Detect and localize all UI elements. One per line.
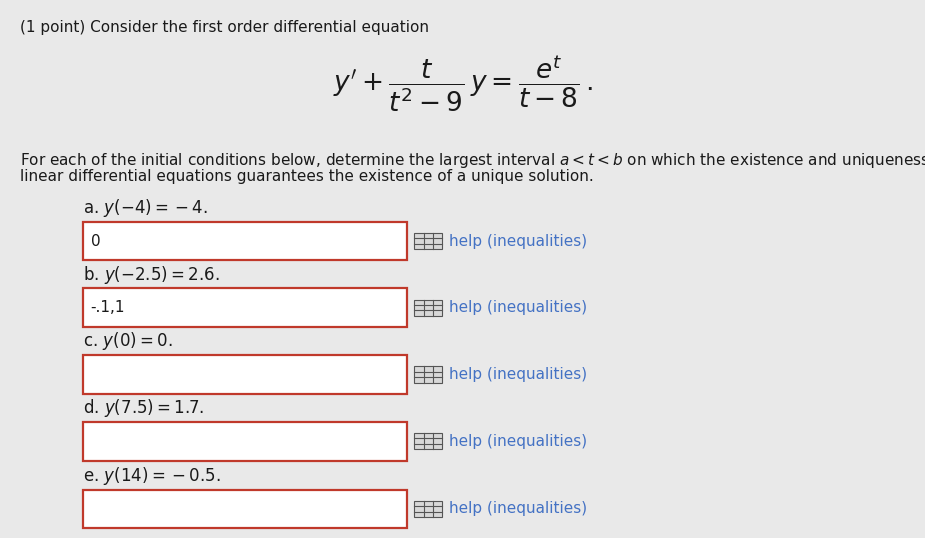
Bar: [414, 233, 442, 249]
Bar: [414, 300, 442, 316]
Text: help (inequalities): help (inequalities): [449, 501, 586, 516]
Text: d. $y(7.5) = 1.7.$: d. $y(7.5) = 1.7.$: [83, 397, 204, 419]
Text: help (inequalities): help (inequalities): [449, 233, 586, 249]
Bar: [414, 501, 442, 517]
Text: -.1,1: -.1,1: [91, 300, 125, 315]
Text: b. $y(-2.5) = 2.6.$: b. $y(-2.5) = 2.6.$: [83, 264, 220, 286]
Text: (1 point) Consider the first order differential equation: (1 point) Consider the first order diffe…: [20, 20, 429, 36]
Text: linear differential equations guarantees the existence of a unique solution.: linear differential equations guarantees…: [20, 169, 594, 185]
Bar: [414, 366, 442, 383]
Bar: [414, 433, 442, 449]
Bar: [83, 422, 407, 461]
Text: help (inequalities): help (inequalities): [449, 434, 586, 449]
Text: help (inequalities): help (inequalities): [449, 300, 586, 315]
Bar: [83, 288, 407, 327]
Bar: [83, 355, 407, 394]
Text: help (inequalities): help (inequalities): [449, 367, 586, 382]
Text: a. $y(-4) = -4.$: a. $y(-4) = -4.$: [83, 197, 208, 219]
Text: $y' + \dfrac{t}{t^2 - 9}\,y = \dfrac{e^t}{t - 8}\,.$: $y' + \dfrac{t}{t^2 - 9}\,y = \dfrac{e^t…: [333, 53, 592, 114]
Bar: [83, 222, 407, 260]
Bar: [83, 490, 407, 528]
Text: 0: 0: [91, 233, 100, 249]
Text: For each of the initial conditions below, determine the largest interval $a < t : For each of the initial conditions below…: [20, 151, 925, 169]
Text: c. $y(0) = 0.$: c. $y(0) = 0.$: [83, 330, 173, 352]
Text: e. $y(14) = -0.5.$: e. $y(14) = -0.5.$: [83, 465, 221, 487]
